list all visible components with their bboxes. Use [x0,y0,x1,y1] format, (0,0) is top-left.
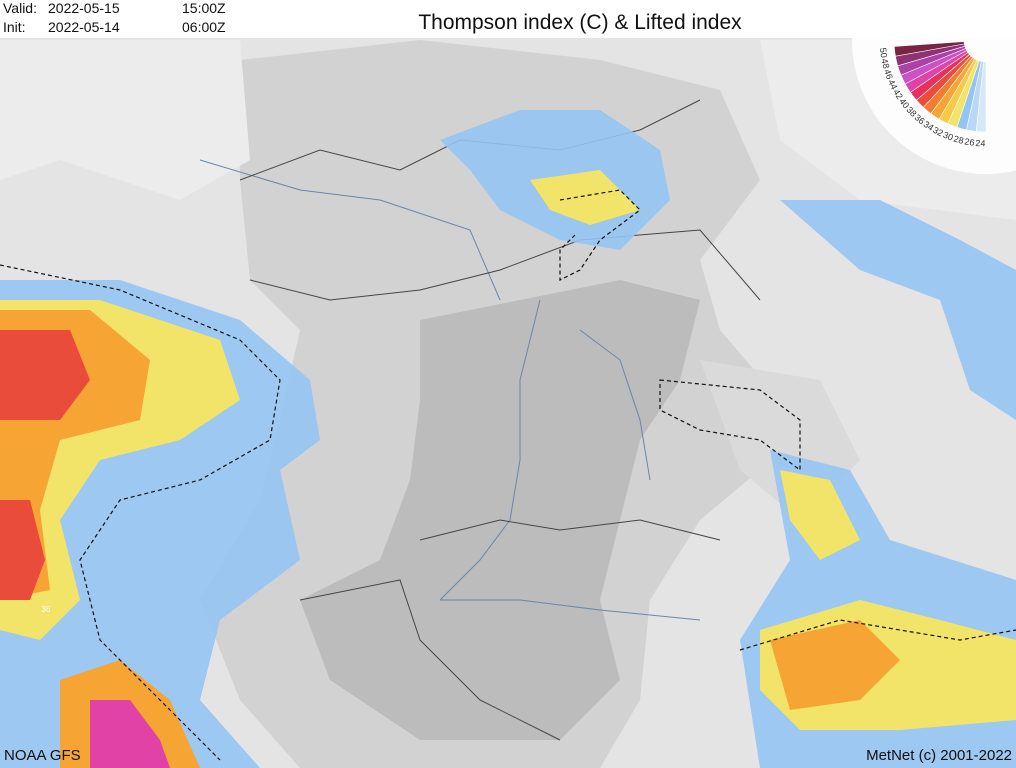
valid-date: 2022-05-15 [48,0,120,16]
legend-label: 26 [964,136,975,147]
source-label: NOAA GFS [4,747,81,764]
legend-label: 44 [886,78,899,91]
init-time: 06:00Z [182,19,226,35]
legend-label: 30 [942,130,955,143]
legend-label: 24 [975,138,986,149]
legend-label: 50 [878,47,889,58]
rivers [199,159,701,621]
legend-swatch [893,41,965,57]
legend-label: 48 [879,58,891,70]
legend-label: 28 [952,134,964,146]
init-label: Init: [3,19,26,35]
valid-time: 15:00Z [182,0,226,16]
valid-label: Valid: [3,0,37,16]
legend-label: 38 [904,105,918,119]
index-fields [0,110,1016,768]
legend-label: 32 [931,125,945,139]
legend-label: 46 [882,68,895,81]
header-bar [0,0,1016,38]
map-title: Thompson index (C) & Lifted index [418,11,742,34]
credit-label: MetNet (c) 2001-2022 [866,747,1012,764]
legend-label: 42 [891,87,905,101]
contours [0,189,1016,761]
legend-label: 40 [897,96,911,110]
legend-label: 36 [913,112,927,126]
contour-label: 36 [42,605,51,614]
init-date: 2022-05-14 [48,19,120,35]
legend-label: 34 [922,119,936,133]
